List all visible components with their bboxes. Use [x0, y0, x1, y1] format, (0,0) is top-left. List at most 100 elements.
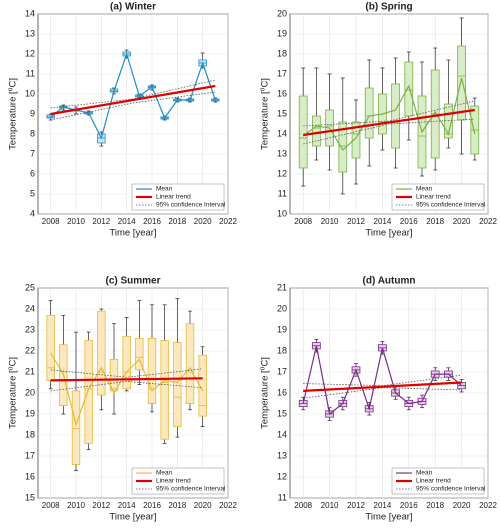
y-tick-label: 20 — [25, 387, 35, 397]
y-tick-label: 17 — [277, 68, 287, 78]
y-tick-label: 11 — [278, 188, 287, 198]
legend-label: 95% confidence Interval — [156, 202, 226, 209]
trend-line — [50, 84, 216, 116]
legend-label: 95% confidence Interval — [416, 202, 486, 209]
x-tick-label: 2014 — [118, 501, 136, 510]
trend-line — [50, 377, 203, 382]
y-tick-label: 23 — [25, 324, 35, 334]
y-tick-label: 12 — [277, 168, 287, 178]
x-tick-label: 2022 — [479, 217, 497, 226]
y-tick-label: 5 — [30, 188, 35, 198]
legend-label: Linear trend — [156, 194, 191, 201]
y-tick-label: 25 — [25, 282, 35, 292]
box — [404, 61, 414, 117]
y-tick-label: 10 — [277, 208, 287, 218]
x-tick-label: 2012 — [347, 501, 365, 510]
y-tick-label: 18 — [25, 429, 35, 439]
legend-label: 95% confidence Interval — [156, 486, 226, 493]
x-tick-label: 2016 — [400, 217, 418, 226]
x-tick-label: 2008 — [294, 217, 312, 226]
x-tick-label: 2022 — [479, 501, 497, 510]
chart-title: (b) Spring — [365, 2, 412, 13]
y-tick-label: 12 — [25, 48, 35, 58]
y-tick-label: 12 — [277, 471, 287, 481]
mean-line — [302, 345, 462, 416]
confidence-line — [50, 79, 216, 109]
legend-label: Linear trend — [416, 478, 451, 485]
chart-title: (a) Winter — [110, 2, 156, 13]
y-tick-label: 14 — [277, 128, 287, 138]
y-tick-label: 13 — [277, 450, 287, 460]
y-tick-label: 14 — [277, 429, 287, 439]
box — [444, 103, 453, 139]
y-tick-label: 15 — [277, 108, 287, 118]
x-tick-label: 2018 — [426, 501, 444, 510]
x-tick-label: 2018 — [426, 217, 444, 226]
box — [122, 335, 131, 390]
x-tick-label: 2012 — [92, 501, 110, 510]
box — [71, 390, 81, 465]
y-tick-label: 21 — [25, 366, 35, 376]
x-tick-label: 2008 — [42, 501, 60, 510]
box — [391, 83, 400, 149]
x-tick-label: 2018 — [168, 501, 186, 510]
y-tick-label: 15 — [277, 408, 287, 418]
y-axis-label: Temperature [⁰C] — [260, 78, 271, 150]
chart-title: (d) Autumn — [363, 276, 416, 287]
confidence-line — [303, 387, 462, 399]
x-axis-label: Time [year] — [109, 228, 156, 239]
box — [185, 323, 195, 404]
x-tick-label: 2014 — [374, 501, 392, 510]
trend-line — [303, 381, 462, 392]
x-tick-label: 2018 — [168, 217, 186, 226]
confidence-line — [50, 368, 203, 378]
y-tick-label: 20 — [277, 303, 287, 313]
confidence-line — [50, 91, 216, 121]
x-tick-label: 2010 — [321, 217, 339, 226]
y-tick-label: 20 — [277, 8, 287, 18]
x-tick-label: 2010 — [67, 217, 85, 226]
legend-label: Mean — [156, 470, 173, 477]
box — [173, 342, 182, 428]
x-tick-label: 2010 — [67, 501, 85, 510]
y-axis-label: Temperature [⁰C] — [8, 78, 19, 150]
y-tick-label: 11 — [278, 492, 287, 502]
x-tick-label: 2020 — [194, 501, 212, 510]
x-tick-label: 2016 — [400, 501, 418, 510]
y-tick-label: 16 — [277, 387, 287, 397]
y-tick-label: 19 — [277, 324, 287, 334]
box — [298, 95, 308, 169]
x-tick-label: 2016 — [143, 217, 161, 226]
box — [351, 121, 361, 159]
box — [135, 337, 144, 371]
x-tick-label: 2008 — [42, 217, 60, 226]
x-tick-label: 2008 — [294, 501, 312, 510]
y-tick-label: 24 — [25, 303, 35, 313]
y-axis-label: Temperature [⁰C] — [8, 357, 19, 429]
y-tick-label: 19 — [277, 28, 287, 38]
x-tick-label: 2020 — [453, 501, 471, 510]
confidence-line — [303, 374, 462, 387]
y-tick-label: 18 — [277, 48, 287, 58]
legend-label: 95% confidence Interval — [416, 486, 486, 493]
y-tick-label: 14 — [25, 8, 35, 18]
y-tick-label: 13 — [277, 148, 287, 158]
x-axis-label: Time [year] — [365, 228, 412, 239]
y-axis-label: Temperature [⁰C] — [260, 357, 271, 429]
box — [198, 354, 207, 417]
x-tick-label: 2022 — [219, 501, 237, 510]
y-tick-label: 9 — [30, 108, 35, 118]
confidence-line — [303, 118, 475, 145]
box — [160, 340, 169, 440]
y-tick-label: 19 — [25, 408, 35, 418]
box — [84, 340, 93, 444]
confidence-line — [50, 381, 203, 392]
box — [457, 45, 466, 121]
box — [97, 310, 106, 396]
mean-line — [50, 52, 216, 140]
confidence-line — [303, 100, 475, 127]
y-tick-label: 10 — [25, 88, 35, 98]
x-tick-label: 2022 — [219, 217, 237, 226]
x-axis-label: Time [year] — [365, 512, 412, 523]
